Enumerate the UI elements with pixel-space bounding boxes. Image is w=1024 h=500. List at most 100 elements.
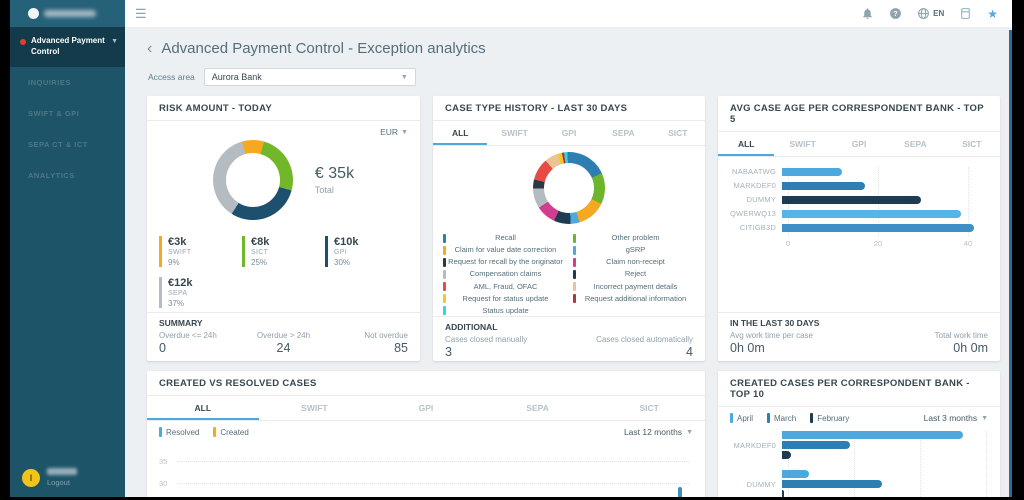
- back-chevron-icon[interactable]: ‹: [147, 39, 153, 57]
- sidebar-item-swift-gpi[interactable]: SWIFT & GPI: [28, 108, 80, 118]
- additional-footer: ADDITIONAL Cases closed manually 3 Cases…: [433, 315, 705, 361]
- chevron-down-icon: ▼: [686, 428, 693, 436]
- tab-sepa[interactable]: SEPA: [526, 403, 549, 413]
- case-legend-item: Claim for value date correction: [443, 245, 565, 255]
- stats-label: Avg work time per case: [730, 331, 813, 340]
- avg-case-age-bar: [782, 195, 922, 204]
- main-area: ☰ ? EN: [125, 0, 1012, 497]
- case-legend-item: Other problem: [573, 233, 695, 243]
- sidebar-item-analytics[interactable]: ANALYTICS: [28, 170, 75, 180]
- case-type-history-card: CASE TYPE HISTORY - LAST 30 DAYS ALL SWIF…: [433, 96, 705, 361]
- risk-legend-item-swift: €3k SWIFT 9%: [159, 236, 242, 267]
- case-legend-item: AML, Fraud, OFAC: [443, 282, 565, 292]
- gridline: [853, 431, 855, 497]
- summary-item: Not overdue 85: [325, 331, 408, 355]
- avg-case-age-row: NABAATWG: [726, 167, 986, 176]
- language-selector[interactable]: EN: [917, 7, 944, 20]
- sidebar-item-sepa-ct-ict[interactable]: SEPA CT & ICT: [28, 139, 88, 149]
- range-value: Last 12 months: [623, 427, 683, 437]
- bar-group: [782, 431, 986, 459]
- tab-all[interactable]: ALL: [147, 396, 259, 420]
- user-section: I Logout: [10, 459, 125, 497]
- additional-title: ADDITIONAL: [445, 321, 498, 332]
- bell-icon[interactable]: [861, 7, 874, 20]
- tab-all[interactable]: ALL: [718, 132, 775, 156]
- legend-column-left: Recall Claim for value date correction Req…: [443, 233, 565, 316]
- tab-gpi[interactable]: GPI: [851, 139, 867, 149]
- range-value: Last 3 months: [923, 413, 978, 423]
- language-label: EN: [933, 9, 945, 18]
- case-legend-label: AML, Fraud, OFAC: [473, 281, 538, 291]
- legend-item-resolved: Resolved: [159, 427, 199, 437]
- summary-item: Overdue <= 24h 0: [159, 331, 242, 355]
- sidebar-item-inquiries[interactable]: INQUIRIES: [28, 77, 71, 87]
- favorite-star-icon[interactable]: ★: [987, 6, 998, 21]
- tab-swift[interactable]: SWIFT: [301, 403, 328, 413]
- scrollbar[interactable]: [1009, 30, 1012, 497]
- bar-february: [782, 451, 792, 459]
- stats-value: 0h 0m: [953, 341, 988, 355]
- access-area-select[interactable]: Aurora Bank ▼: [203, 68, 416, 86]
- title-row: ‹ Advanced Payment Control - Exception a…: [147, 40, 1000, 57]
- legend-color-bar: [573, 245, 576, 255]
- tab-sict[interactable]: SICT: [639, 403, 659, 413]
- case-legend-item: Incorrect payment details: [573, 282, 695, 292]
- avatar[interactable]: I: [22, 468, 40, 487]
- menu-icon[interactable]: ☰: [135, 5, 147, 21]
- bank-label: NABAATWG: [732, 167, 776, 176]
- sidebar-item-advanced-payment-control[interactable]: Advanced Payment Control ▼: [10, 27, 125, 67]
- user-meta: Logout: [47, 468, 77, 487]
- legend-color-bar: [573, 282, 576, 292]
- tab-swift[interactable]: SWIFT: [501, 128, 528, 138]
- tab-sepa[interactable]: SEPA: [904, 139, 927, 149]
- tab-sict[interactable]: SICT: [962, 139, 982, 149]
- risk-legend-amount: €10k: [334, 236, 359, 248]
- legend-label: April: [737, 413, 754, 423]
- case-legend-item: Compensation claims: [443, 269, 565, 279]
- legend-color-bar: [767, 413, 771, 423]
- range-select[interactable]: Last 12 months ▼: [624, 427, 693, 437]
- app-window: Advanced Payment Control ▼ INQUIRIES SWIF…: [10, 0, 1012, 497]
- legend-color-bar: [443, 257, 446, 267]
- tab-swift[interactable]: SWIFT: [789, 139, 816, 149]
- tab-gpi[interactable]: GPI: [561, 128, 577, 138]
- gridline: [788, 431, 789, 497]
- legend-color-bar: [443, 282, 446, 292]
- bank-label: DUMMY: [746, 195, 776, 204]
- tab-sict[interactable]: SICT: [668, 128, 688, 138]
- chevron-down-icon: ▼: [401, 128, 408, 136]
- currency-select[interactable]: EUR ▼: [380, 127, 408, 137]
- gridline: [986, 431, 987, 497]
- notification-dot: [20, 39, 26, 45]
- tab-sepa[interactable]: SEPA: [612, 128, 635, 138]
- tab-gpi[interactable]: GPI: [418, 403, 434, 413]
- legend-color-bar: [810, 413, 814, 423]
- legend-color-bar: [443, 233, 446, 243]
- risk-legend-label: SICT: [251, 249, 269, 256]
- help-icon[interactable]: ?: [889, 7, 902, 20]
- additional-value: 4: [686, 344, 693, 359]
- legend-color-bar: [443, 245, 446, 255]
- card-title: CREATED CASES PER CORRESPONDENT BANK - T…: [718, 371, 1000, 407]
- avg-case-age-row: MARKDEF0: [726, 181, 986, 190]
- range-select[interactable]: Last 3 months ▼: [924, 413, 988, 423]
- avg-case-age-chart: NABAATWG MARKDEF0 DUMMY QWERWQ13 CITIGB3D: [726, 167, 986, 237]
- case-legend-label: Status update: [482, 305, 529, 315]
- case-legend-item: Claim non-receipt: [573, 257, 695, 267]
- axis-tick-label: 0: [785, 239, 791, 248]
- topbar: ☰ ? EN: [125, 0, 1012, 27]
- legend-row: April March February Last 3 months ▼: [718, 407, 1000, 427]
- bank-label: CITIGB3D: [739, 223, 776, 232]
- topbar-actions: ? EN ★: [861, 7, 998, 20]
- logout-button[interactable]: Logout: [47, 478, 70, 487]
- summary-item: Overdue > 24h 24: [242, 331, 325, 355]
- sidebar: Advanced Payment Control ▼ INQUIRIES SWIF…: [10, 0, 125, 497]
- journal-icon[interactable]: [959, 7, 972, 20]
- series-legend: Resolved Created: [159, 427, 249, 437]
- additional-items: Cases closed manually 3 Cases closed aut…: [445, 335, 693, 359]
- stats-item: Total work time 0h 0m: [859, 331, 988, 355]
- risk-legend-amount: €8k: [251, 236, 270, 248]
- avg-case-age-card: AVG CASE AGE PER CORRESPONDENT BANK - TO…: [718, 96, 1000, 361]
- tab-all[interactable]: ALL: [433, 121, 488, 145]
- h-gridline: 35: [159, 457, 689, 466]
